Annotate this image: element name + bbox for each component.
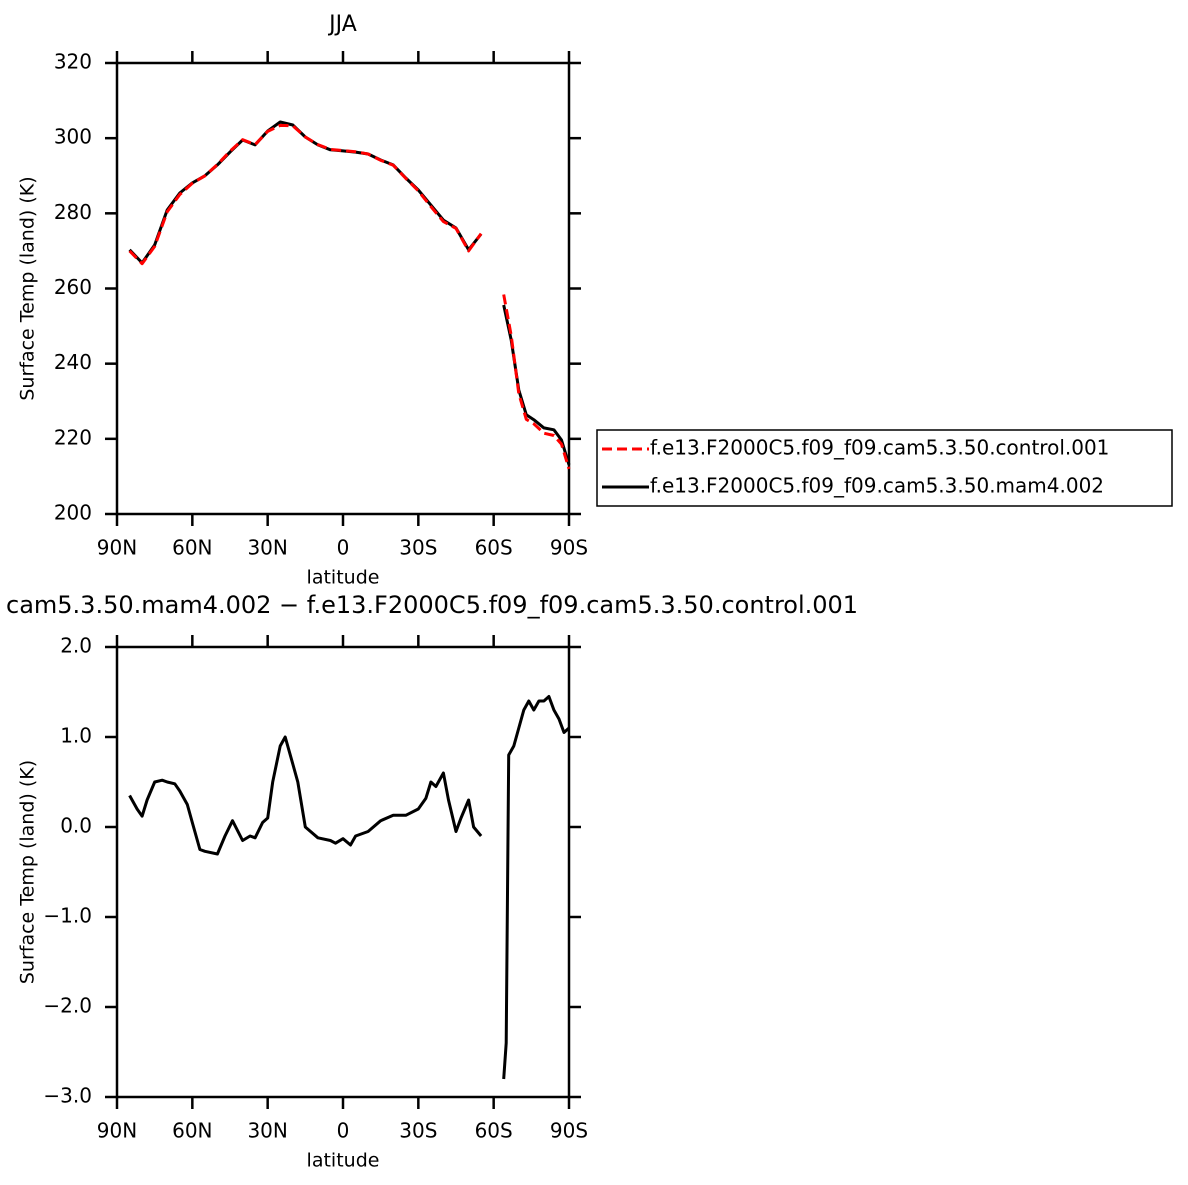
data-line	[128, 695, 571, 1080]
y-tick-label: 320	[54, 50, 92, 74]
x-axis-label: latitude	[307, 567, 380, 589]
data-line	[128, 120, 571, 466]
y-tick-label: 300	[54, 125, 92, 149]
y-tick-label: 260	[54, 275, 92, 299]
y-tick-label: −1.0	[43, 904, 92, 928]
chart-title: cam5.3.50.mam4.002 − f.e13.F2000C5.f09_f…	[6, 591, 858, 619]
y-tick-label: 200	[54, 501, 92, 525]
x-tick-label: 30S	[399, 536, 437, 560]
y-tick-label: 280	[54, 200, 92, 224]
x-tick-label: 30N	[247, 536, 287, 560]
x-tick-label: 90N	[97, 1119, 137, 1143]
x-tick-label: 90N	[97, 536, 137, 560]
legend-label: f.e13.F2000C5.f09_f09.cam5.3.50.control.…	[650, 436, 1109, 460]
legend-box	[596, 429, 1173, 507]
x-tick-label: 0	[337, 1119, 350, 1143]
y-tick-label: −2.0	[43, 994, 92, 1018]
plot-frame	[115, 61, 571, 516]
chart-title: JJA	[327, 12, 357, 37]
y-tick-label: 2.0	[60, 634, 92, 658]
y-tick-label: 240	[54, 350, 92, 374]
data-line	[128, 123, 571, 470]
x-tick-label: 60S	[475, 1119, 513, 1143]
x-axis-label: latitude	[307, 1150, 380, 1172]
x-tick-label: 90S	[550, 1119, 588, 1143]
x-tick-label: 30N	[247, 1119, 287, 1143]
y-tick-label: −3.0	[43, 1084, 92, 1108]
plot-frame	[115, 645, 571, 1099]
x-tick-label: 90S	[550, 536, 588, 560]
y-axis-label: Surface Temp (land) (K)	[17, 760, 39, 984]
x-tick-label: 0	[337, 536, 350, 560]
y-tick-label: 0.0	[60, 814, 92, 838]
y-axis-label: Surface Temp (land) (K)	[17, 176, 39, 400]
x-tick-label: 30S	[399, 1119, 437, 1143]
y-tick-label: 220	[54, 425, 92, 449]
y-tick-label: 1.0	[60, 724, 92, 748]
legend-label: f.e13.F2000C5.f09_f09.cam5.3.50.mam4.002	[650, 474, 1104, 498]
x-tick-label: 60N	[172, 536, 212, 560]
x-tick-label: 60N	[172, 1119, 212, 1143]
x-tick-label: 60S	[475, 536, 513, 560]
legend: f.e13.F2000C5.f09_f09.cam5.3.50.control.…	[596, 429, 1173, 507]
